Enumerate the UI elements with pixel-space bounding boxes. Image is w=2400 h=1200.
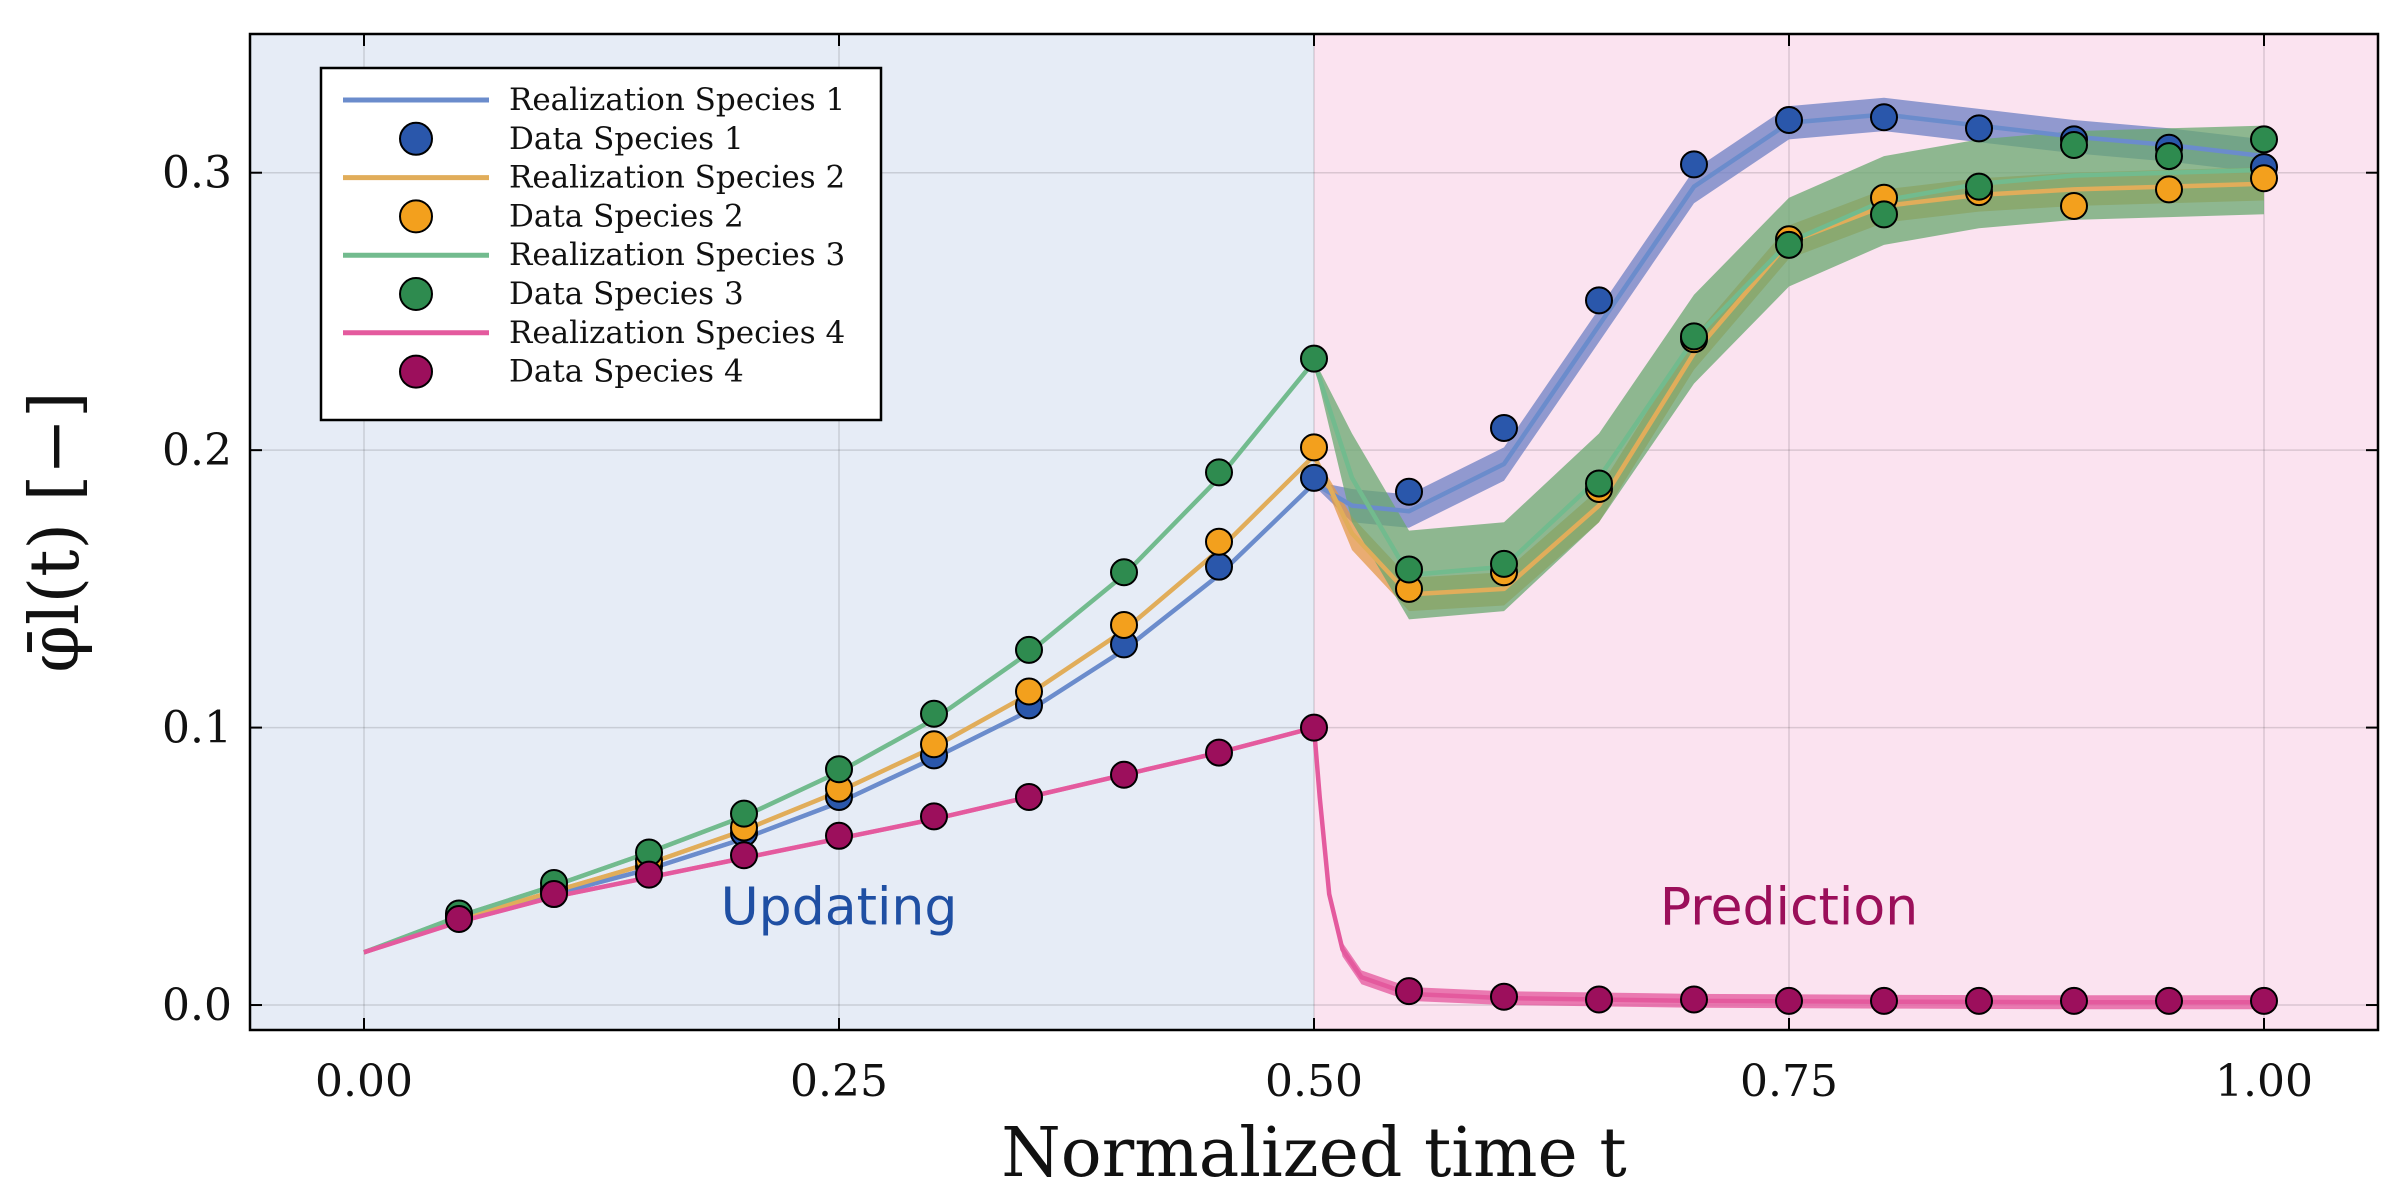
y-tick-label-3: 0.3: [162, 148, 232, 199]
x-tick-label-3: 0.75: [1740, 1056, 1838, 1107]
point-species-1: [1870, 103, 1898, 132]
region-label-prediction: Prediction: [1660, 878, 1918, 938]
point-species-4: [1775, 986, 1803, 1015]
point-species-2: [920, 730, 948, 759]
y-axis-title: φ̄l(t) [−]: [16, 391, 95, 672]
point-species-3: [2250, 125, 2278, 154]
legend-marker-swatch-2: [399, 199, 433, 234]
point-species-4: [1110, 760, 1138, 789]
point-species-4: [1585, 985, 1613, 1014]
legend-label-data-1: Data Species 1: [509, 121, 744, 157]
legend-label-realization-1: Realization Species 1: [509, 82, 845, 118]
point-species-4: [540, 880, 568, 909]
point-species-3: [1395, 555, 1423, 584]
point-species-4: [1205, 738, 1233, 767]
point-species-4: [2155, 986, 2183, 1015]
x-tick-label-4: 1.00: [2215, 1056, 2313, 1107]
point-species-3: [1585, 469, 1613, 498]
y-tick-label-1: 0.1: [162, 703, 232, 754]
point-species-1: [1775, 106, 1803, 135]
point-species-2: [1205, 527, 1233, 556]
region-labels: Updating Prediction: [721, 878, 1919, 938]
point-species-1: [1205, 552, 1233, 581]
legend-label-data-2: Data Species 2: [509, 198, 744, 234]
point-species-4: [445, 905, 473, 934]
axis-ticks: 0.00 0.25 0.50 0.75 1.00 0.0 0.1 0.2 0.3: [162, 34, 2378, 1107]
point-species-3: [2060, 130, 2088, 159]
point-species-2: [1300, 433, 1328, 462]
legend-marker-swatch-1: [399, 121, 433, 156]
point-species-4: [1490, 982, 1518, 1011]
x-tick-label-1: 0.25: [790, 1056, 888, 1107]
point-species-1: [1585, 286, 1613, 315]
region-label-updating: Updating: [721, 878, 958, 938]
point-species-3: [1300, 344, 1328, 373]
point-species-4: [1870, 986, 1898, 1015]
y-tick-label-2: 0.2: [162, 425, 232, 476]
line-species-2: [363, 181, 2265, 955]
x-tick-label-2: 0.50: [1265, 1056, 1363, 1107]
legend-marker-swatch-3: [399, 277, 433, 311]
legend-label-realization-4: Realization Species 4: [509, 315, 845, 351]
legend-label-data-4: Data Species 4: [509, 354, 744, 390]
point-species-3: [1205, 458, 1233, 487]
legend-label-realization-2: Realization Species 2: [509, 160, 845, 196]
point-species-4: [1680, 985, 1708, 1014]
point-species-4: [2060, 986, 2088, 1015]
point-species-1: [1300, 463, 1328, 492]
point-species-3: [1775, 230, 1803, 259]
y-tick-label-0: 0.0: [162, 980, 232, 1031]
point-species-3: [1680, 322, 1708, 351]
point-species-1: [1680, 150, 1708, 179]
point-species-2: [2250, 164, 2278, 193]
point-species-2: [2060, 192, 2088, 221]
point-species-4: [1395, 977, 1423, 1006]
line-species-3: [363, 167, 2265, 955]
point-species-4: [635, 860, 663, 889]
line-species-4: [363, 725, 2264, 1005]
series-lines: [363, 112, 2265, 1005]
point-species-4: [1965, 986, 1993, 1015]
x-tick-label-0: 0.00: [315, 1056, 413, 1107]
point-species-3: [1870, 200, 1898, 229]
point-species-1: [1490, 413, 1518, 442]
x-axis-title: Normalized time t: [1001, 1114, 1626, 1193]
point-species-4: [1300, 713, 1328, 742]
point-species-4: [730, 841, 758, 870]
point-species-1: [1395, 477, 1423, 506]
point-species-4: [2250, 986, 2278, 1015]
point-species-3: [920, 699, 948, 728]
point-species-2: [1015, 677, 1043, 706]
point-species-3: [730, 799, 758, 828]
point-species-4: [825, 821, 853, 850]
legend-marker-swatch-4: [399, 354, 433, 389]
point-species-3: [1015, 635, 1043, 664]
point-species-3: [1965, 172, 1993, 201]
data-points: [445, 103, 2278, 1015]
point-species-2: [1110, 610, 1138, 639]
point-species-1: [1965, 114, 1993, 143]
legend-label-data-3: Data Species 3: [509, 276, 744, 312]
point-species-3: [825, 755, 853, 784]
point-species-3: [1110, 558, 1138, 587]
point-species-4: [1015, 782, 1043, 811]
point-species-4: [920, 802, 948, 831]
point-species-3: [1490, 549, 1518, 578]
legend-label-realization-3: Realization Species 3: [509, 237, 845, 273]
point-species-2: [2155, 175, 2183, 204]
point-species-3: [2155, 142, 2183, 171]
